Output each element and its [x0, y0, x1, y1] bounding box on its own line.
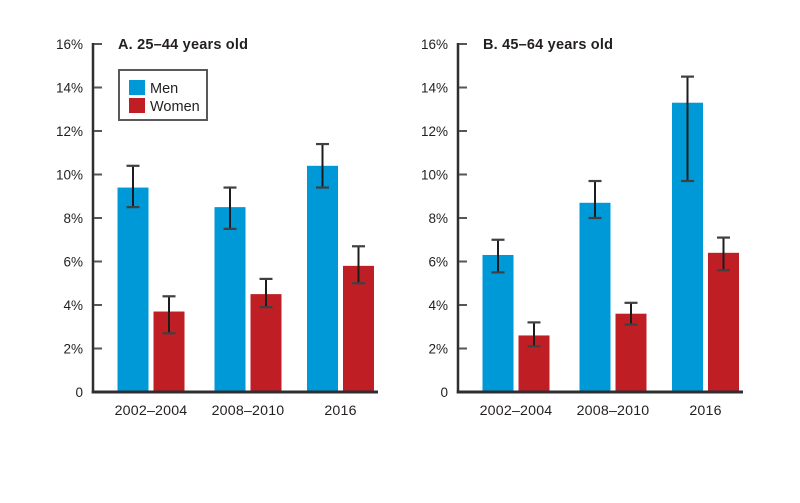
y-tick-label: 12%: [421, 124, 448, 139]
x-tick-label-2002-2004: 2002–2004: [115, 403, 188, 419]
x-tick-label-2016: 2016: [689, 403, 721, 419]
y-tick-label: 4%: [63, 298, 83, 313]
y-tick-label: 0: [440, 385, 448, 400]
panel-title-a: A. 25–44 years old: [118, 37, 248, 53]
bar-women-2016: [343, 265, 374, 392]
y-tick-label: 16%: [56, 37, 83, 52]
y-tick-label: 8%: [63, 211, 83, 226]
y-tick-label: 4%: [428, 298, 448, 313]
y-tick-label: 16%: [421, 37, 448, 52]
y-tick-label: 10%: [421, 167, 448, 182]
bar-men-2008-2010: [579, 202, 611, 392]
y-tick-label: 2%: [428, 341, 448, 356]
legend-swatch-men: [129, 80, 145, 95]
legend-label-men: Men: [150, 81, 178, 97]
y-tick-label: 2%: [63, 341, 83, 356]
bar-men-2002-2004: [482, 254, 514, 392]
legend-label-women: Women: [150, 99, 200, 115]
panel-title-b: B. 45–64 years old: [483, 37, 613, 53]
y-tick-label: 10%: [56, 167, 83, 182]
x-tick-label-2008-2010: 2008–2010: [577, 403, 650, 419]
y-tick-label: 0: [75, 385, 83, 400]
y-tick-label: 14%: [421, 80, 448, 95]
y-tick-label: 8%: [428, 211, 448, 226]
x-tick-label-2008-2010: 2008–2010: [212, 403, 285, 419]
y-tick-label: 14%: [56, 80, 83, 95]
x-tick-label-2002-2004: 2002–2004: [480, 403, 553, 419]
legend-swatch-women: [129, 98, 145, 113]
bar-men-2016: [307, 165, 338, 392]
y-tick-label: 6%: [63, 254, 83, 269]
y-tick-label: 12%: [56, 124, 83, 139]
bar-women-2008-2010: [615, 313, 647, 392]
x-tick-label-2016: 2016: [324, 403, 356, 419]
bar-women-2016: [708, 252, 739, 392]
bar-men-2002-2004: [117, 187, 149, 392]
bar-women-2008-2010: [250, 294, 282, 392]
y-tick-label: 6%: [428, 254, 448, 269]
bar-men-2008-2010: [214, 207, 246, 392]
